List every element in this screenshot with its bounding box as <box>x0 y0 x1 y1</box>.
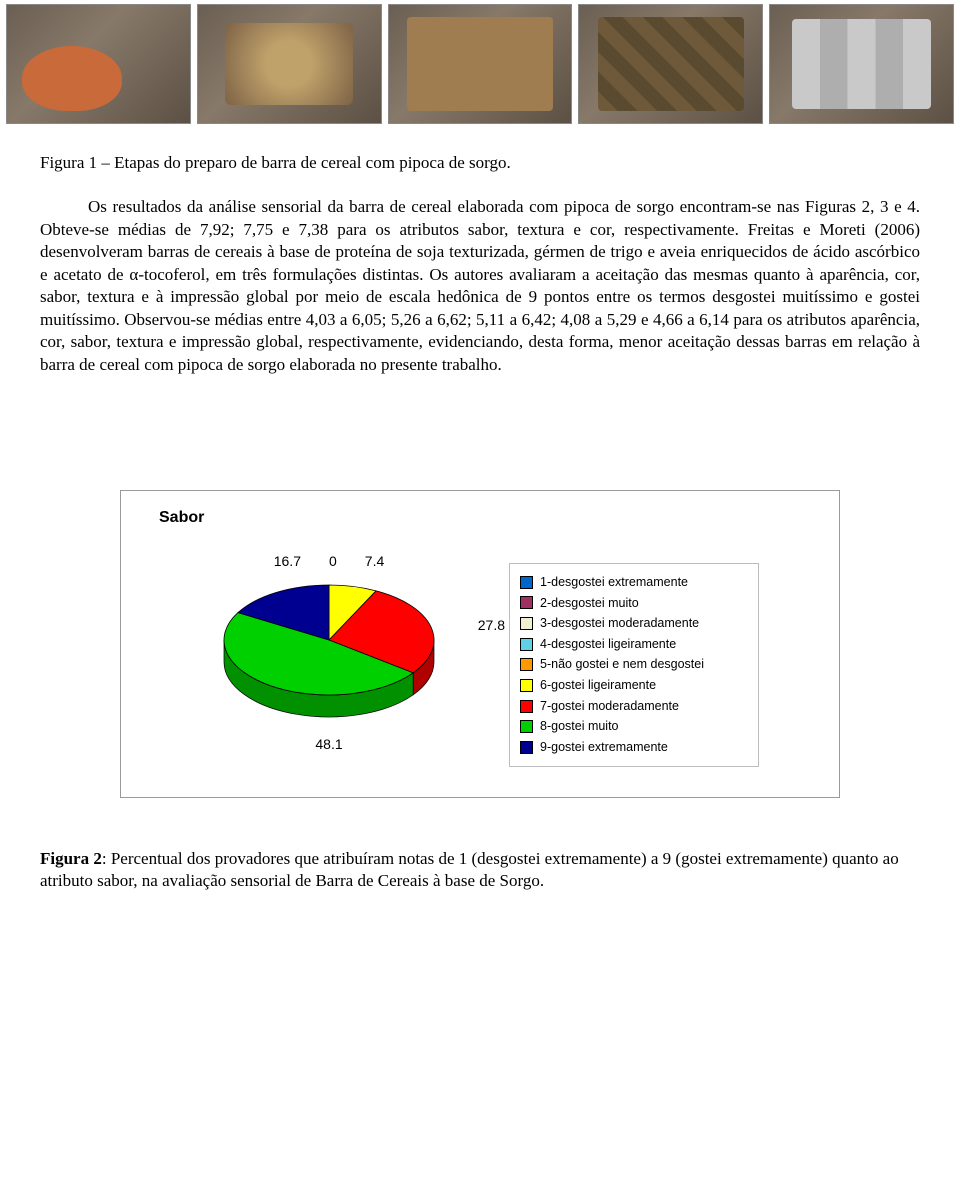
chart-title: Sabor <box>159 509 817 527</box>
legend-swatch <box>520 741 533 754</box>
pie-column: 16.7 0 7.4 27.8 48.1 <box>179 553 479 752</box>
legend-text: 6-gostei ligeiramente <box>540 675 656 696</box>
legend-swatch <box>520 596 533 609</box>
photo-thumb-2 <box>197 4 382 124</box>
legend-row: 5-não gostei e nem desgostei <box>520 654 746 675</box>
photo-thumb-3 <box>388 4 573 124</box>
legend-text: 4-desgostei ligeiramente <box>540 634 676 655</box>
photo-thumb-4 <box>578 4 763 124</box>
legend-swatch <box>520 576 533 589</box>
legend-swatch <box>520 658 533 671</box>
legend-text: 2-desgostei muito <box>540 593 639 614</box>
legend-swatch <box>520 679 533 692</box>
pie-label-bottom: 48.1 <box>179 736 479 752</box>
figure2-caption: Figura 2: Percentual dos provadores que … <box>0 848 960 917</box>
photo-strip <box>0 0 960 128</box>
pie-label-zero: 0 <box>329 553 337 569</box>
pie-top-labels: 16.7 0 7.4 <box>179 553 479 569</box>
legend-row: 2-desgostei muito <box>520 593 746 614</box>
legend-row: 6-gostei ligeiramente <box>520 675 746 696</box>
pie-label-tr: 7.4 <box>365 553 384 569</box>
legend-text: 3-desgostei moderadamente <box>540 613 699 634</box>
paragraph-main: Os resultados da análise sensorial da ba… <box>40 196 920 376</box>
chart-legend: 1-desgostei extremamente2-desgostei muit… <box>509 563 759 767</box>
photo-thumb-5 <box>769 4 954 124</box>
legend-text: 1-desgostei extremamente <box>540 572 688 593</box>
legend-text: 7-gostei moderadamente <box>540 696 679 717</box>
legend-swatch <box>520 617 533 630</box>
legend-swatch <box>520 638 533 651</box>
pie-label-tl: 16.7 <box>274 553 301 569</box>
legend-row: 7-gostei moderadamente <box>520 696 746 717</box>
body-text: Figura 1 – Etapas do preparo de barra de… <box>0 128 960 420</box>
pie-chart-svg <box>209 575 449 730</box>
legend-row: 9-gostei extremamente <box>520 737 746 758</box>
legend-swatch <box>520 720 533 733</box>
legend-row: 4-desgostei ligeiramente <box>520 634 746 655</box>
figure1-caption: Figura 1 – Etapas do preparo de barra de… <box>40 152 920 174</box>
chart-body: 16.7 0 7.4 27.8 48.1 1-desgostei extrema… <box>143 553 817 767</box>
legend-text: 5-não gostei e nem desgostei <box>540 654 704 675</box>
figure2-label: Figura 2 <box>40 849 102 868</box>
legend-row: 1-desgostei extremamente <box>520 572 746 593</box>
legend-text: 9-gostei extremamente <box>540 737 668 758</box>
photo-thumb-1 <box>6 4 191 124</box>
legend-row: 3-desgostei moderadamente <box>520 613 746 634</box>
sabor-chart-container: Sabor 16.7 0 7.4 27.8 48.1 1-desgostei e… <box>120 490 840 798</box>
legend-swatch <box>520 700 533 713</box>
pie-label-right: 27.8 <box>478 617 505 633</box>
figure2-text: : Percentual dos provadores que atribuír… <box>40 849 899 890</box>
legend-row: 8-gostei muito <box>520 716 746 737</box>
legend-text: 8-gostei muito <box>540 716 619 737</box>
